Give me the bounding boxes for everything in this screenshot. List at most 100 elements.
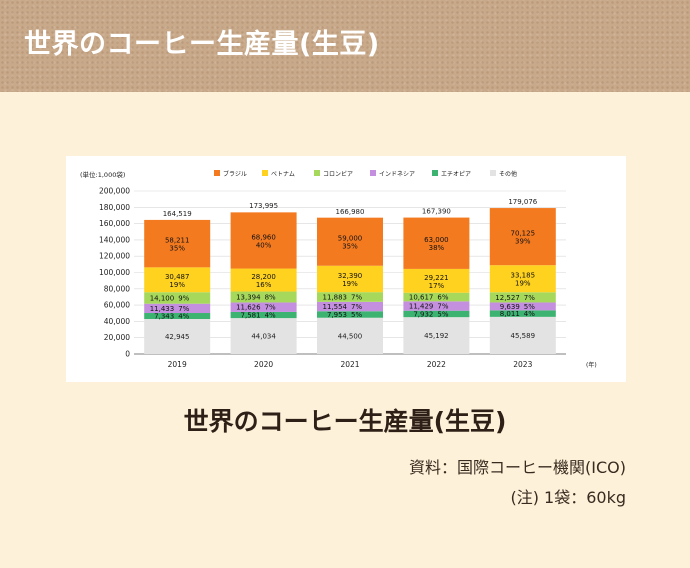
percent-label: 4% — [265, 312, 276, 320]
y-unit-label: (単位:1,000袋) — [80, 170, 125, 179]
bar-segment — [489, 310, 556, 317]
legend-label: エチオピア — [441, 171, 471, 178]
bar-segment — [317, 317, 383, 354]
bar-segment — [489, 292, 556, 303]
percent-label: 7% — [351, 303, 362, 311]
page-title: 世界のコーヒー生産量(生豆) — [24, 29, 380, 60]
data-label: 11,433 — [150, 305, 175, 313]
y-tick-label: 120,000 — [99, 252, 130, 261]
bar-segment — [489, 208, 556, 266]
legend-swatch — [490, 170, 496, 176]
bar-segment — [403, 217, 470, 269]
bar-segment — [317, 301, 383, 312]
percent-label: 5% — [524, 303, 535, 311]
data-label: 28,200 — [251, 273, 276, 281]
legend-label: ブラジル — [223, 170, 247, 178]
legend-label: ベトナム — [271, 171, 295, 178]
data-label: 70,125 — [511, 230, 536, 238]
bar-segment — [230, 302, 297, 312]
bar-segment — [403, 310, 470, 318]
data-label: 59,000 — [338, 235, 363, 243]
percent-label: 19% — [342, 280, 358, 288]
percent-label: 19% — [515, 280, 531, 288]
data-label: 7,343 — [154, 313, 174, 321]
caption-title: 世界のコーヒー生産量(生豆) — [183, 407, 507, 436]
percent-label: 16% — [256, 281, 272, 289]
percent-label: 38% — [429, 244, 445, 252]
percent-label: 39% — [515, 238, 531, 246]
data-label: 44,500 — [338, 332, 363, 340]
data-label: 45,589 — [511, 332, 536, 340]
data-label: 12,527 — [495, 294, 520, 302]
data-label: 13,394 — [236, 294, 261, 302]
bar-segment — [489, 265, 556, 293]
bar-segment — [144, 303, 211, 314]
data-label: 11,554 — [323, 303, 348, 311]
bar-segment — [317, 311, 383, 318]
bar-segment — [144, 313, 211, 319]
bar-segment — [230, 291, 297, 303]
bar-segment — [230, 311, 297, 319]
total-label: 167,390 — [422, 208, 451, 216]
total-label: 166,980 — [336, 208, 365, 216]
percent-label: 8% — [265, 294, 276, 302]
bar-segment — [144, 219, 211, 268]
source-note: 資料：国際コーヒー機関(ICO) — [409, 458, 626, 477]
data-label: 11,626 — [236, 304, 261, 312]
header-banner: 世界のコーヒー生産量(生豆) — [0, 0, 690, 92]
percent-label: 9% — [178, 294, 189, 302]
legend-label: コロンビア — [323, 170, 353, 178]
x-tick-label: 2021 — [340, 360, 359, 369]
bar-segment — [403, 268, 470, 293]
data-label: 11,429 — [409, 303, 434, 311]
data-label: 68,960 — [251, 233, 276, 241]
y-tick-label: 80,000 — [104, 284, 130, 293]
unit-note: (注) 1袋：60kg — [510, 488, 626, 507]
y-tick-label: 40,000 — [104, 317, 130, 326]
percent-label: 5% — [437, 310, 448, 318]
data-label: 10,617 — [409, 294, 434, 302]
data-label: 11,883 — [323, 293, 348, 301]
total-label: 173,995 — [249, 202, 278, 210]
data-label: 45,192 — [424, 332, 449, 340]
legend-swatch — [262, 170, 268, 176]
data-label: 8,011 — [500, 310, 520, 318]
bar-segment — [230, 318, 297, 354]
bar-segment — [230, 268, 297, 292]
production-stacked-bar-chart: (単位:1,000袋) 0 20,000 40,000 60,000 80,000 100,… — [80, 170, 597, 369]
percent-label: 7% — [178, 305, 189, 313]
percent-label: 4% — [178, 313, 189, 321]
chart-card: (単位:1,000袋) 0 20,000 40,000 60,000 80,000 100,… — [66, 156, 626, 382]
legend-label: その他 — [499, 170, 517, 178]
x-tick-label: 2020 — [254, 360, 273, 369]
y-tick-label: 200,000 — [99, 187, 130, 196]
bar-segment — [489, 302, 556, 311]
legend-swatch — [314, 170, 320, 176]
bar-segment — [144, 292, 211, 304]
percent-label: 17% — [429, 282, 445, 290]
percent-label: 40% — [256, 241, 272, 249]
data-label: 63,000 — [424, 236, 449, 244]
x-unit-label: (年) — [586, 361, 597, 369]
x-tick-label: 2019 — [168, 360, 187, 369]
x-tick-label: 2023 — [513, 360, 532, 369]
percent-label: 4% — [524, 310, 535, 318]
data-label: 7,932 — [413, 310, 433, 318]
data-label: 7,581 — [241, 312, 261, 320]
y-tick-label: 180,000 — [99, 203, 130, 212]
data-label: 9,639 — [500, 303, 520, 311]
y-tick-label: 20,000 — [104, 333, 130, 342]
y-tick-label: 160,000 — [99, 219, 130, 228]
percent-label: 19% — [169, 281, 185, 289]
bar-segment — [403, 317, 470, 354]
y-tick-label: 140,000 — [99, 235, 130, 244]
data-label: 33,185 — [511, 272, 536, 280]
bar-segment — [403, 292, 470, 302]
y-tick-label: 60,000 — [104, 301, 130, 310]
percent-label: 7% — [351, 293, 362, 301]
percent-label: 7% — [437, 303, 448, 311]
percent-label: 35% — [169, 245, 185, 253]
legend-swatch — [432, 170, 438, 176]
percent-label: 7% — [265, 304, 276, 312]
y-tick-label: 0 — [125, 350, 130, 359]
